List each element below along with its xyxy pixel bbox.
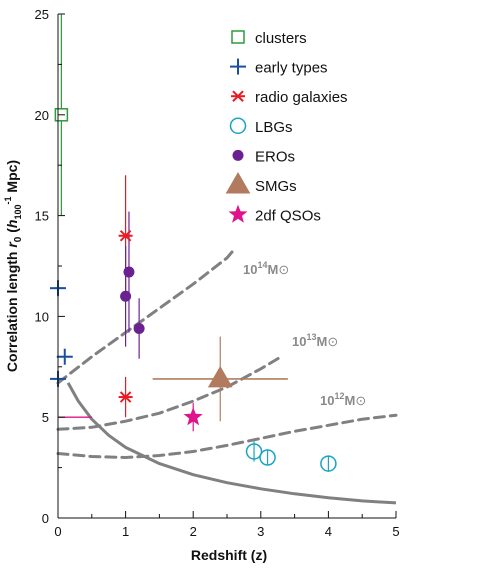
x-tick-label: 3 — [257, 524, 264, 539]
legend-label: LBGs — [255, 119, 293, 136]
x-tick-label: 1 — [122, 524, 129, 539]
data-point-radio-galaxies — [118, 391, 133, 403]
x-tick-label: 5 — [392, 524, 399, 539]
curves-layer — [56, 248, 398, 505]
legend-label: 2df QSOs — [255, 208, 321, 225]
legend-label: clusters — [255, 30, 307, 47]
data-point-eros — [123, 266, 135, 278]
y-axis-title-h: h — [4, 220, 20, 229]
legend-item: EROs — [232, 148, 295, 165]
data-point-radio-galaxies — [118, 230, 133, 242]
y-axis-title-close: Mpc) — [4, 160, 20, 197]
model-curve — [66, 382, 397, 505]
y-tick-label: 0 — [42, 511, 49, 526]
legend-label: SMGs — [255, 178, 297, 195]
y-tick-label: 5 — [42, 410, 49, 425]
mass-label-12: 1012M⊙ — [320, 391, 366, 408]
data-point-smgs — [207, 365, 233, 388]
legend-item: 2df QSOs — [228, 204, 321, 225]
legend-item: clusters — [231, 30, 307, 47]
data-point-eros — [120, 290, 132, 302]
mass-curve-14 — [56, 248, 236, 385]
data-point-lbgs — [259, 449, 276, 466]
y-tick-label: 10 — [35, 309, 49, 324]
y-axis-title-prefix: Correlation length — [4, 248, 20, 372]
y-axis-title-h-sub: 100 — [13, 204, 23, 219]
x-tick-label: 0 — [54, 524, 61, 539]
mass-curve-12 — [56, 413, 398, 460]
legend-marker — [228, 204, 248, 223]
legend-item: radio galaxies — [231, 89, 348, 106]
y-tick-label: 25 — [35, 7, 49, 22]
legend: clusters early types radio galaxies LBGs ERO… — [225, 30, 348, 225]
data-point-2df-qsos — [183, 407, 203, 426]
y-axis-title: Correlation length r0 (h100-1 Mpc) — [3, 160, 24, 372]
data-point-eros — [133, 322, 145, 334]
y-axis-title-r: r — [4, 241, 20, 248]
mass-label-14: 1014M⊙ — [243, 260, 289, 277]
legend-label: EROs — [255, 148, 295, 165]
legend-marker — [225, 172, 251, 194]
legend-label: radio galaxies — [255, 89, 348, 106]
legend-item: early types — [230, 58, 328, 77]
x-tick-label: 4 — [325, 524, 332, 539]
x-axis-title: Redshift (z) — [191, 547, 267, 563]
axes-layer: 0 1 2 3 4 5 0 5 10 15 20 25 — [35, 7, 400, 539]
y-axis-title-r-sub: 0 — [13, 236, 24, 242]
legend-marker — [231, 90, 245, 102]
data-point-lbgs — [320, 455, 337, 472]
y-axis-title-open: ( — [4, 228, 20, 237]
legend-marker — [231, 30, 245, 44]
y-axis-title-h-sup: -1 — [3, 196, 13, 204]
data-point-early-types — [56, 348, 73, 365]
mass-label-13: 1013M⊙ — [292, 332, 338, 349]
legend-label: early types — [255, 60, 328, 77]
data-point-lbgs — [245, 443, 263, 460]
y-tick-label: 15 — [35, 209, 49, 224]
legend-item: LBGs — [229, 117, 293, 136]
x-tick-label: 2 — [190, 524, 197, 539]
legend-marker — [229, 117, 247, 135]
legend-item: SMGs — [225, 172, 297, 195]
legend-marker — [230, 58, 246, 75]
legend-marker — [232, 149, 244, 161]
y-tick-label: 20 — [35, 108, 49, 123]
